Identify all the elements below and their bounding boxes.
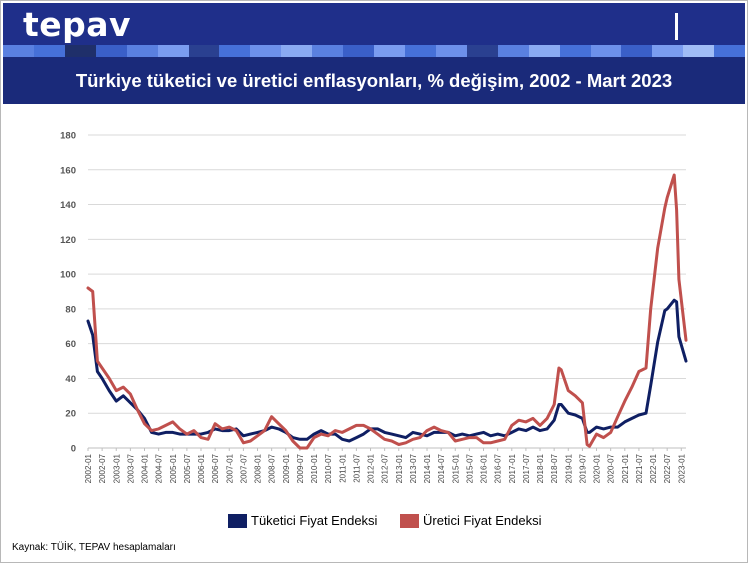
- series-line-cpi: [86, 298, 688, 443]
- x-tick-label: 2023-01: [677, 453, 686, 483]
- x-tick-label: 2002-01: [84, 453, 93, 483]
- decorative-strip: [3, 45, 746, 57]
- x-tick-label: 2003-07: [126, 453, 135, 483]
- tepav-logo: tepav: [23, 5, 132, 44]
- x-tick-label: 2010-01: [310, 453, 319, 483]
- y-tick-label: 180: [60, 131, 76, 142]
- legend-item-cpi: Tüketici Fiyat Endeksi: [228, 513, 377, 528]
- x-tick-label: 2005-07: [183, 453, 192, 483]
- x-tick-label: 2022-01: [649, 453, 658, 483]
- y-tick-label: 160: [60, 165, 76, 176]
- legend-swatch-cpi: [228, 513, 247, 528]
- header-divider: [675, 13, 678, 40]
- x-tick-label: 2013-07: [409, 453, 418, 483]
- series-lines: [86, 173, 688, 450]
- x-tick-label: 2016-07: [494, 453, 503, 483]
- x-tick-label: 2013-01: [395, 453, 404, 483]
- x-tick-label: 2004-01: [141, 453, 150, 483]
- y-tick-label: 40: [65, 374, 76, 385]
- x-tick-label: 2019-01: [564, 453, 573, 483]
- y-tick-label: 80: [65, 304, 76, 315]
- y-tick-label: 0: [71, 444, 76, 455]
- x-tick-label: 2015-07: [465, 453, 474, 483]
- x-tick-label: 2012-07: [381, 453, 390, 483]
- x-tick-label: 2014-07: [437, 453, 446, 483]
- x-tick-label: 2006-01: [197, 453, 206, 483]
- x-tick-label: 2018-07: [550, 453, 559, 483]
- x-tick-label: 2016-01: [480, 453, 489, 483]
- y-axis-ticks: 0 20 40 60 80 100 120 140 160 180: [60, 131, 76, 455]
- series-line-ppi: [86, 173, 688, 450]
- x-axis-ticks: 2002-01 2002-07 2003-01 2003-07 2004-01 2004-…: [84, 448, 686, 483]
- x-tick-label: 2011-07: [352, 453, 361, 482]
- header-bar: tepav: [3, 3, 745, 45]
- x-tick-label: 2010-07: [324, 453, 333, 483]
- x-tick-label: 2008-07: [268, 453, 277, 483]
- source-note: Kaynak: TÜİK, TEPAV hesaplamaları: [12, 542, 176, 553]
- x-tick-label: 2022-07: [663, 453, 672, 483]
- x-tick-label: 2005-01: [169, 453, 178, 483]
- x-tick-label: 2018-01: [536, 453, 545, 483]
- chart-title: Türkiye tüketici ve üretici enflasyonlar…: [75, 69, 673, 91]
- x-tick-label: 2007-01: [225, 453, 234, 483]
- x-tick-label: 2019-07: [578, 453, 587, 483]
- y-tick-label: 100: [60, 270, 76, 281]
- x-tick-label: 2006-07: [211, 453, 220, 483]
- x-tick-label: 2017-01: [508, 453, 517, 483]
- legend-swatch-ppi: [400, 513, 419, 528]
- x-tick-label: 2004-07: [155, 453, 164, 483]
- x-tick-label: 2008-01: [254, 453, 263, 483]
- x-tick-label: 2020-07: [607, 453, 616, 483]
- x-tick-label: 2015-01: [451, 453, 460, 483]
- x-tick-label: 2002-07: [98, 453, 107, 483]
- x-tick-label: 2021-07: [635, 453, 644, 483]
- x-tick-label: 2009-01: [282, 453, 291, 483]
- x-tick-label: 2012-01: [367, 453, 376, 483]
- legend-item-ppi: Üretici Fiyat Endeksi: [400, 513, 541, 528]
- y-tick-label: 20: [65, 409, 76, 420]
- legend-label-ppi: Üretici Fiyat Endeksi: [423, 513, 542, 528]
- y-tick-label: 140: [60, 200, 76, 211]
- x-tick-label: 2014-01: [423, 453, 432, 483]
- x-tick-label: 2020-01: [593, 453, 602, 483]
- y-tick-label: 120: [60, 235, 76, 246]
- x-tick-label: 2003-01: [112, 453, 121, 483]
- grid-lines: [88, 134, 686, 449]
- x-tick-label: 2007-07: [239, 453, 248, 483]
- y-tick-label: 60: [65, 339, 76, 350]
- legend-label-cpi: Tüketici Fiyat Endeksi: [251, 513, 378, 528]
- title-bar: Türkiye tüketici ve üretici enflasyonlar…: [3, 57, 745, 104]
- x-tick-label: 2021-01: [621, 453, 630, 483]
- x-tick-label: 2017-07: [522, 453, 531, 483]
- x-tick-label: 2009-07: [296, 453, 305, 483]
- x-tick-label: 2011-01: [338, 453, 347, 482]
